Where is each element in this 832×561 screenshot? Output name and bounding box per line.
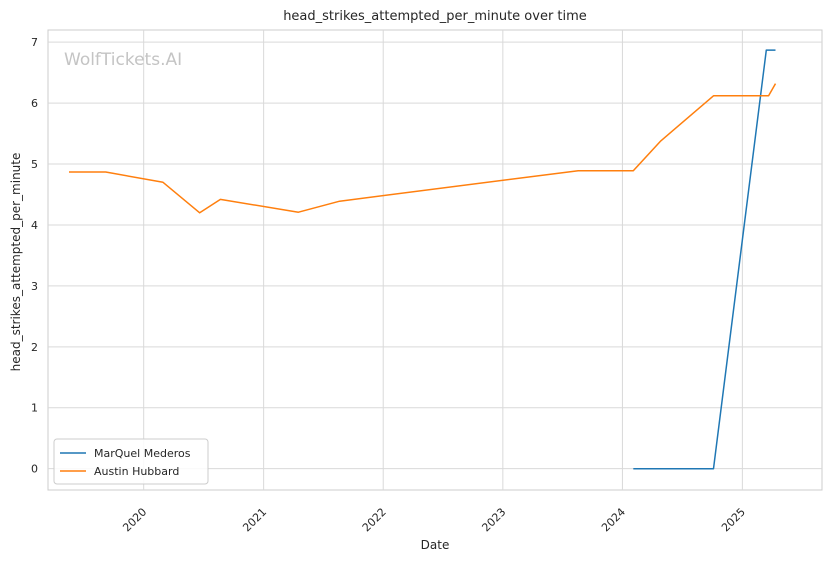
y-tick-label: 0	[31, 463, 38, 476]
legend-label: Austin Hubbard	[94, 465, 179, 478]
x-tick-label: 2020	[120, 505, 149, 534]
y-tick-label: 3	[31, 280, 38, 293]
plot-frame	[47, 29, 823, 491]
y-tick-label: 7	[31, 36, 38, 49]
x-tick-label: 2022	[360, 505, 389, 534]
x-tick-label: 2024	[599, 505, 628, 534]
y-tick-label: 1	[31, 402, 38, 415]
y-tick-label: 2	[31, 341, 38, 354]
legend-box	[53, 438, 209, 485]
x-tick-label: 2025	[719, 505, 748, 534]
legend: MarQuel Mederos Austin Hubbard	[53, 438, 209, 485]
x-tick-label: 2023	[479, 505, 508, 534]
plot-area	[47, 29, 823, 491]
series-line-0	[633, 49, 776, 470]
x-tick-label: 2021	[240, 505, 269, 534]
y-tick-label: 4	[31, 219, 38, 232]
series-line-1	[69, 83, 777, 214]
x-axis-label: Date	[421, 538, 450, 552]
y-tick-label: 6	[31, 97, 38, 110]
series-lines	[69, 49, 777, 470]
y-tick-label: 5	[31, 158, 38, 171]
legend-label: MarQuel Mederos	[94, 447, 191, 460]
chart-title: head_strikes_attempted_per_minute over t…	[283, 9, 587, 24]
watermark: WolfTickets.AI	[64, 50, 182, 70]
y-axis-label: head_strikes_attempted_per_minute	[9, 153, 23, 372]
grid-lines	[48, 30, 822, 490]
